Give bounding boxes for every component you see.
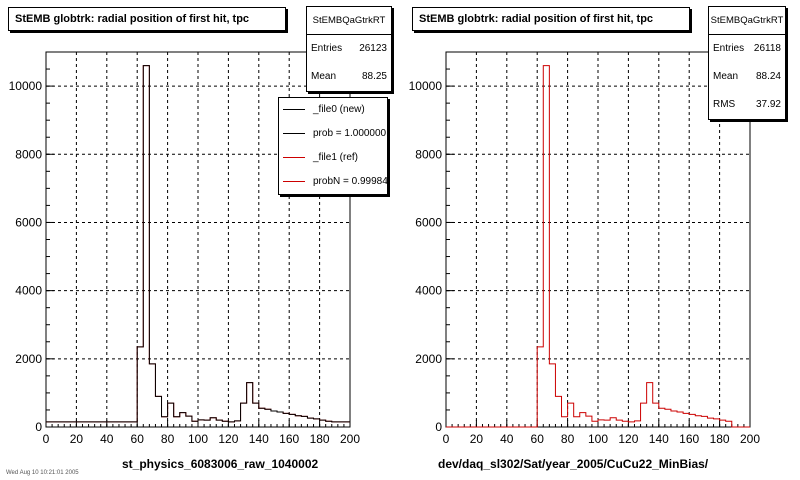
left-x-tick-label: 40	[100, 432, 114, 446]
left-x-tick-label: 20	[70, 432, 84, 446]
right-stats-entries-row: Entries 26118	[709, 35, 785, 63]
right-stats-mean-row: Mean 88.24	[709, 63, 785, 91]
left-x-axis-title: st_physics_6083006_raw_1040002	[122, 457, 319, 471]
left-y-tick-label: 4000	[15, 284, 42, 298]
right-x-tick-label: 80	[561, 432, 575, 446]
right-x-tick-label: 100	[588, 432, 608, 446]
right-x-tick-label: 0	[443, 432, 450, 446]
right-y-tick-label: 2000	[415, 352, 442, 366]
right-x-tick-label: 160	[679, 432, 699, 446]
left-stats-entries-value: 26123	[359, 43, 387, 54]
right-stats-rms-row: RMS 37.92	[709, 91, 785, 119]
right-x-tick-label: 60	[531, 432, 545, 446]
left-stats-name: StEMBQaGtrkRT	[307, 7, 391, 35]
left-y-tick-label: 8000	[15, 147, 42, 161]
right-x-tick-label: 140	[649, 432, 669, 446]
left-x-tick-label: 100	[188, 432, 208, 446]
left-x-tick-label: 80	[161, 432, 175, 446]
right-y-tick-label: 0	[435, 420, 442, 434]
right-stats-mean-value: 88.24	[755, 71, 781, 82]
right-stats-rms-value: 37.92	[755, 99, 781, 110]
left-stats-box: StEMBQaGtrkRT Entries 26123 Mean 88.25	[306, 6, 392, 92]
left-series-secondary-line	[46, 65, 350, 423]
left-legend-box: _file0 (new) prob = 1.000000 _file1 (ref…	[278, 97, 388, 195]
legend-entry-prob: prob = 1.000000	[279, 122, 387, 146]
right-x-tick-label: 180	[710, 432, 730, 446]
right-stats-entries-value: 26118	[753, 43, 781, 54]
left-x-tick-label: 200	[340, 432, 360, 446]
legend-entry-file1: _file1 (ref)	[279, 146, 387, 170]
legend-label-file0: _file0 (new)	[313, 104, 365, 115]
right-x-tick-label: 20	[470, 432, 484, 446]
right-y-tick-label: 6000	[415, 215, 442, 229]
right-x-tick-label: 40	[500, 432, 514, 446]
left-date-stamp: Wed Aug 10 10:21:01 2005	[6, 470, 79, 476]
legend-label-file1: _file1 (ref)	[313, 152, 359, 163]
left-stats-mean-row: Mean 88.25	[307, 63, 391, 91]
legend-line-ref	[283, 157, 305, 158]
left-y-tick-label: 2000	[15, 352, 42, 366]
right-y-tick-label: 10000	[409, 79, 443, 93]
right-histogram-title: StEMB globtrk: radial position of first …	[412, 7, 690, 31]
left-y-tick-label: 10000	[9, 79, 43, 93]
left-stats-mean-label: Mean	[311, 71, 337, 82]
left-y-tick-label: 0	[35, 420, 42, 434]
left-x-tick-label: 120	[218, 432, 238, 446]
legend-line-prob	[283, 133, 305, 134]
legend-label-prob: prob = 1.000000	[313, 128, 387, 139]
left-x-tick-label: 180	[310, 432, 330, 446]
left-x-tick-label: 140	[249, 432, 269, 446]
left-y-tick-label: 6000	[15, 215, 42, 229]
right-y-tick-label: 4000	[415, 284, 442, 298]
right-x-tick-label: 200	[740, 432, 760, 446]
right-x-tick-label: 120	[618, 432, 638, 446]
left-stats-entries-label: Entries	[311, 43, 343, 54]
legend-entry-file0: _file0 (new)	[279, 98, 387, 122]
left-stats-entries-row: Entries 26123	[307, 35, 391, 63]
right-stats-mean-label: Mean	[713, 71, 739, 82]
right-stats-box: StEMBQaGtrkRT Entries 26118 Mean 88.24 R…	[708, 6, 786, 120]
legend-entry-probn: probN = 0.99984	[279, 170, 387, 194]
left-histogram-title: StEMB globtrk: radial position of first …	[8, 7, 286, 31]
right-stats-rms-label: RMS	[713, 99, 736, 110]
legend-line-probn	[283, 181, 305, 182]
left-x-tick-label: 60	[131, 432, 145, 446]
left-x-tick-label: 0	[43, 432, 50, 446]
legend-label-probn: probN = 0.99984	[313, 176, 388, 187]
right-x-axis-title: dev/daq_sl302/Sat/year_2005/CuCu22_MinBi…	[438, 457, 709, 471]
legend-line-new	[283, 109, 305, 110]
left-x-tick-label: 160	[279, 432, 299, 446]
right-series-primary-line	[446, 65, 750, 428]
right-y-tick-label: 8000	[415, 147, 442, 161]
left-stats-mean-value: 88.25	[361, 71, 387, 82]
right-stats-entries-label: Entries	[713, 43, 745, 54]
right-stats-name: StEMBQaGtrkRT	[709, 7, 785, 35]
